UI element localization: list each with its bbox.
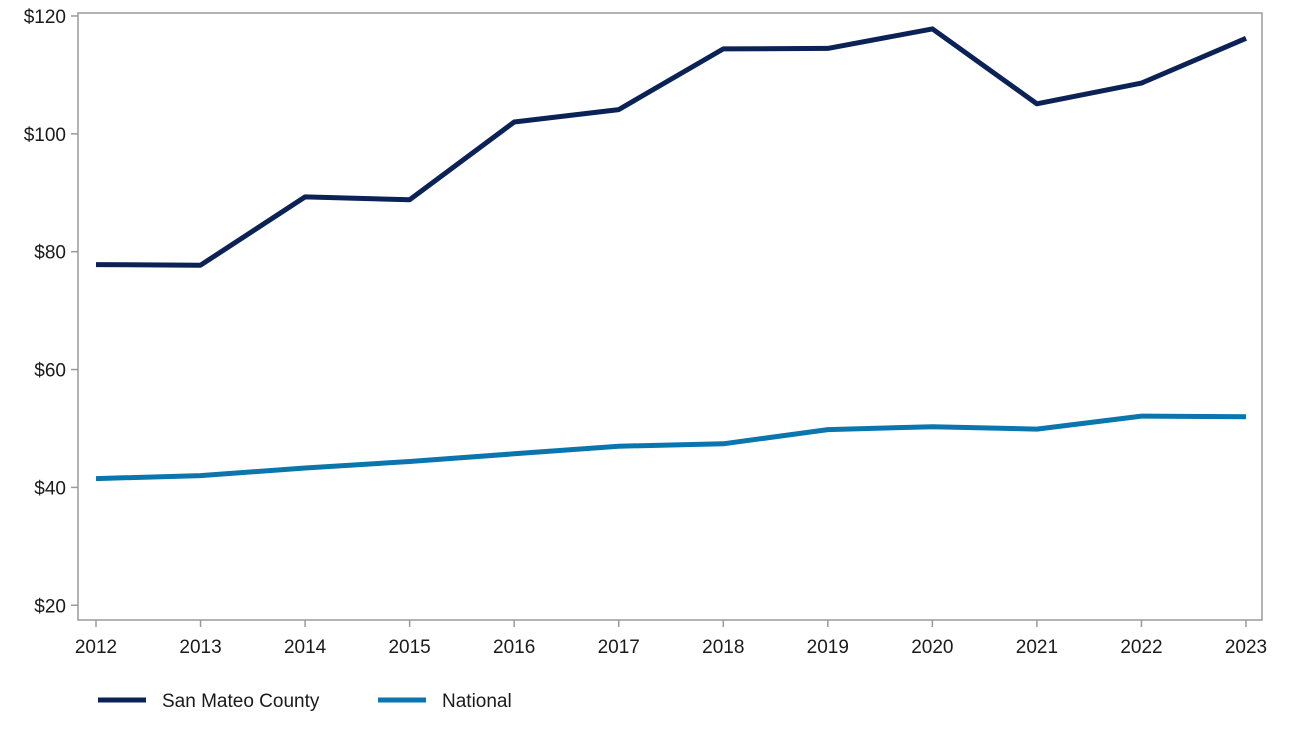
x-tick-label: 2020 [911,637,953,658]
x-tick-label: 2019 [807,637,849,658]
plot-frame [78,13,1262,620]
x-tick-label: 2021 [1016,637,1058,658]
x-tick-label: 2023 [1225,637,1267,658]
x-tick-label: 2017 [598,637,640,658]
series-line-san-mateo-county [96,29,1246,265]
legend-label: San Mateo County [162,691,320,712]
x-tick-label: 2015 [388,637,430,658]
x-tick-label: 2013 [179,637,221,658]
x-axis: 2012 2013 2014 2015 2016 2017 2018 2019 2020 2021… [75,620,1267,658]
x-tick-label: 2016 [493,637,535,658]
x-tick-label: 2012 [75,637,117,658]
y-tick-label: $40 [34,478,66,499]
x-tick-label: 2022 [1120,637,1162,658]
legend-label: National [442,691,512,712]
y-axis: $20 $40 $60 $80 $100 $120 [24,7,78,617]
series-line-national [96,416,1246,479]
y-tick-label: $120 [24,7,66,28]
series-layer [96,29,1246,479]
y-tick-label: $80 [34,243,66,264]
y-tick-label: $100 [24,125,66,146]
legend: San Mateo County National [98,691,512,712]
x-tick-label: 2014 [284,637,327,658]
y-tick-label: $60 [34,361,66,382]
y-tick-label: $20 [34,596,66,617]
x-tick-label: 2018 [702,637,744,658]
